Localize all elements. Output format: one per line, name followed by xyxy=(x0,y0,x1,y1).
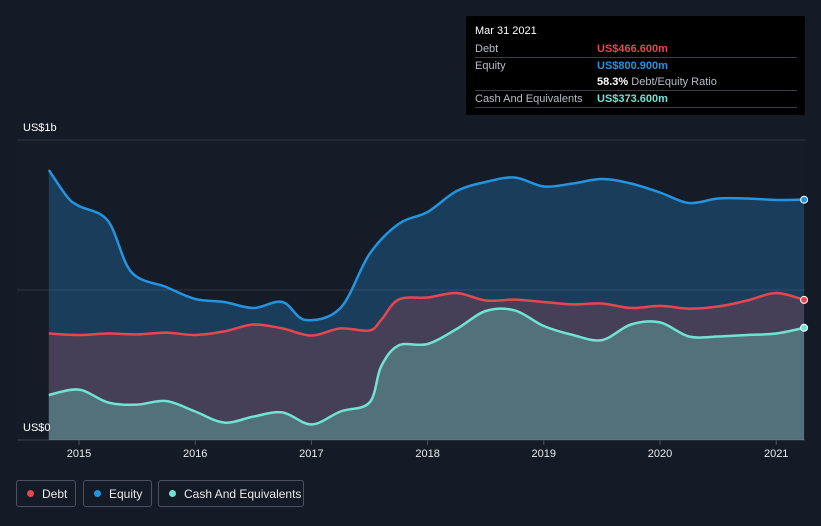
equity-line xyxy=(47,169,805,322)
chart-gridlines xyxy=(17,139,805,441)
debt-dot-icon xyxy=(27,490,34,497)
tooltip-equity-label: Equity xyxy=(475,60,506,72)
x-tick-label: 2018 xyxy=(415,448,439,460)
debt-line xyxy=(48,291,805,337)
tooltip-equity-value: US$800.900m xyxy=(597,60,668,72)
cash-line xyxy=(48,307,805,426)
legend-equity-label: Equity xyxy=(109,486,143,501)
x-tick-label: 2019 xyxy=(532,448,556,460)
chart-areas xyxy=(48,170,805,440)
legend-item-cash[interactable]: Cash And Equivalents xyxy=(158,480,304,507)
x-tick-label: 2021 xyxy=(764,448,788,460)
chart-endpoints xyxy=(800,195,809,332)
equity-area xyxy=(48,170,805,440)
x-tick-label: 2017 xyxy=(299,448,323,460)
x-axis-ticks: 2015 2016 2017 2018 2019 2020 2021 xyxy=(67,440,788,460)
tooltip-date: Mar 31 2021 xyxy=(475,25,537,37)
tooltip-debt-value: US$466.600m xyxy=(597,43,668,55)
tooltip-ratio-label: Debt/Equity Ratio xyxy=(631,76,717,88)
equity-dot-icon xyxy=(94,490,101,497)
legend-cash-label: Cash And Equivalents xyxy=(184,486,302,501)
tooltip-ratio: 58.3% Debt/Equity Ratio xyxy=(597,76,717,88)
chart-lines xyxy=(47,169,805,426)
debt-area xyxy=(48,292,805,440)
tooltip-ratio-value: 58.3% xyxy=(597,76,629,88)
y-axis-bottom-label: US$0 xyxy=(23,422,51,434)
y-axis-top-label: US$1b xyxy=(23,122,57,134)
data-tooltip: Mar 31 2021 Debt US$466.600m Equity US$8… xyxy=(466,16,805,115)
tooltip-cash-label: Cash And Equivalents xyxy=(475,93,583,105)
legend-item-equity[interactable]: Equity xyxy=(83,480,152,507)
tooltip-row-cash: Cash And Equivalents US$373.600m xyxy=(475,91,797,108)
cash-area xyxy=(48,308,805,440)
legend-item-debt[interactable]: Debt xyxy=(16,480,76,507)
tooltip-cash-value: US$373.600m xyxy=(597,93,668,105)
x-tick-label: 2015 xyxy=(67,448,91,460)
cash-dot-icon xyxy=(169,490,176,497)
x-tick-label: 2016 xyxy=(183,448,207,460)
tooltip-debt-label: Debt xyxy=(475,43,499,55)
tooltip-row-equity: Equity US$800.900m 58.3% Debt/Equity Rat… xyxy=(475,58,797,91)
x-tick-label: 2020 xyxy=(648,448,672,460)
cash-endpoint xyxy=(800,323,809,332)
tooltip-row-debt: Debt US$466.600m xyxy=(475,41,797,58)
debt-endpoint xyxy=(800,295,809,304)
equity-endpoint xyxy=(800,195,809,204)
legend-debt-label: Debt xyxy=(42,486,68,501)
